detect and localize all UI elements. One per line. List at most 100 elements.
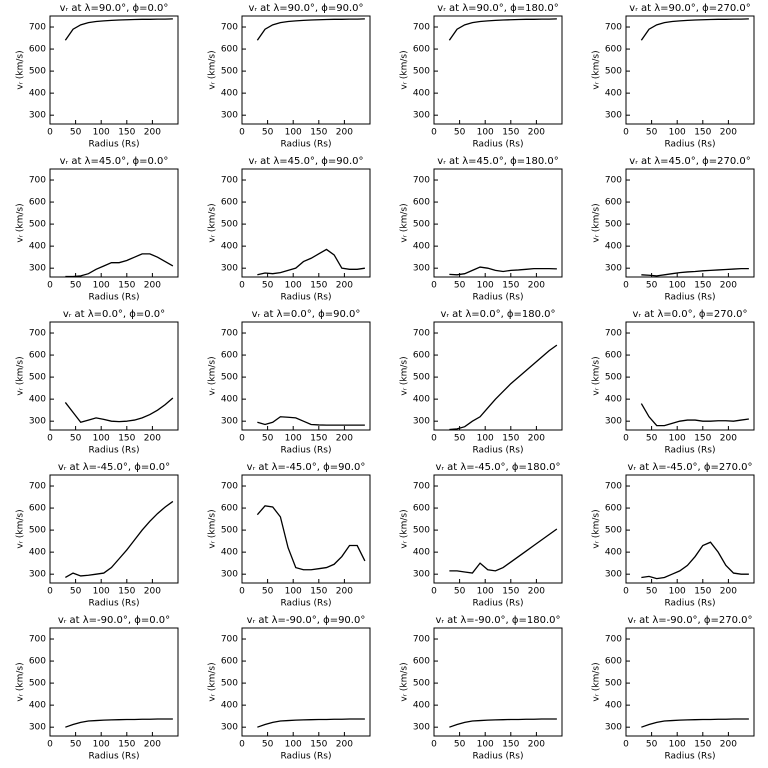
- x-tick-label: 150: [310, 281, 327, 291]
- y-tick-label: 400: [29, 548, 46, 558]
- y-axis-label: vᵣ (km/s): [16, 509, 26, 548]
- x-tick-label: 100: [285, 434, 302, 444]
- y-tick-label: 300: [221, 111, 238, 121]
- x-tick-label: 200: [144, 128, 161, 138]
- x-tick-label: 0: [623, 740, 629, 750]
- y-tick-label: 600: [29, 351, 46, 361]
- chart-title: vᵣ at λ=-45.0°, ϕ=0.0°: [58, 462, 170, 473]
- chart-title: vᵣ at λ=0.0°, ϕ=0.0°: [63, 309, 165, 320]
- y-tick-label: 700: [413, 635, 430, 645]
- x-tick-label: 150: [310, 740, 327, 750]
- y-tick-label: 300: [221, 570, 238, 580]
- x-tick-label: 200: [720, 740, 737, 750]
- x-tick-label: 150: [694, 587, 711, 597]
- x-tick-label: 100: [285, 587, 302, 597]
- chart-title: vᵣ at λ=0.0°, ϕ=180.0°: [440, 309, 555, 320]
- x-tick-label: 50: [646, 587, 658, 597]
- y-axis-label: vᵣ (km/s): [16, 356, 26, 395]
- x-tick-label: 50: [454, 587, 466, 597]
- y-tick-label: 600: [29, 45, 46, 55]
- x-tick-label: 50: [454, 281, 466, 291]
- y-tick-label: 500: [413, 220, 430, 230]
- x-tick-label: 0: [47, 128, 53, 138]
- x-tick-label: 200: [528, 128, 545, 138]
- data-line: [257, 416, 365, 426]
- x-tick-label: 100: [669, 740, 686, 750]
- plot-frame: [49, 15, 179, 125]
- y-tick-label: 500: [29, 679, 46, 689]
- x-tick-label: 200: [528, 740, 545, 750]
- x-tick-label: 50: [454, 740, 466, 750]
- y-tick-label: 500: [413, 67, 430, 77]
- x-tick-label: 200: [144, 587, 161, 597]
- y-tick-label: 500: [413, 526, 430, 536]
- y-tick-label: 600: [605, 351, 622, 361]
- y-tick-label: 500: [413, 373, 430, 383]
- y-tick-label: 500: [221, 67, 238, 77]
- y-tick-label: 400: [413, 701, 430, 711]
- x-tick-label: 50: [262, 281, 274, 291]
- y-axis-label: vᵣ (km/s): [592, 203, 602, 242]
- y-axis-label: vᵣ (km/s): [208, 662, 218, 701]
- data-line: [640, 403, 749, 427]
- x-tick-label: 0: [47, 434, 53, 444]
- x-tick-label: 100: [285, 281, 302, 291]
- x-tick-label: 0: [431, 434, 437, 444]
- y-tick-label: 500: [605, 220, 622, 230]
- plot-frame: [433, 474, 563, 584]
- x-tick-label: 100: [93, 281, 110, 291]
- x-tick-label: 150: [310, 434, 327, 444]
- y-tick-label: 500: [413, 679, 430, 689]
- chart-title: vᵣ at λ=-90.0°, ϕ=0.0°: [58, 615, 170, 626]
- y-tick-label: 400: [29, 242, 46, 252]
- x-axis-label: Radius (Rs): [472, 140, 523, 150]
- y-tick-label: 300: [413, 570, 430, 580]
- y-axis-label: vᵣ (km/s): [16, 50, 26, 89]
- plot-frame: [625, 15, 755, 125]
- data-line: [640, 18, 749, 41]
- y-tick-label: 400: [605, 701, 622, 711]
- chart-title: vᵣ at λ=-45.0°, ϕ=90.0°: [247, 462, 366, 473]
- chart-title: vᵣ at λ=-45.0°, ϕ=270.0°: [627, 462, 752, 473]
- y-tick-label: 500: [221, 220, 238, 230]
- data-line: [257, 248, 365, 276]
- y-tick-label: 600: [221, 657, 238, 667]
- y-tick-label: 600: [29, 657, 46, 667]
- y-tick-label: 600: [413, 351, 430, 361]
- data-line: [449, 528, 558, 574]
- y-tick-label: 300: [605, 723, 622, 733]
- y-tick-label: 700: [29, 176, 46, 186]
- data-line: [65, 500, 174, 579]
- x-axis-label: Radius (Rs): [664, 293, 715, 303]
- x-tick-label: 200: [528, 434, 545, 444]
- data-line: [65, 718, 173, 728]
- y-tick-label: 700: [413, 329, 430, 339]
- y-tick-label: 300: [413, 264, 430, 274]
- x-axis-label: Radius (Rs): [88, 446, 139, 456]
- chart-title: vᵣ at λ=90.0°, ϕ=90.0°: [248, 3, 363, 14]
- x-tick-label: 150: [502, 740, 519, 750]
- x-tick-label: 100: [477, 281, 494, 291]
- x-tick-label: 150: [502, 587, 519, 597]
- chart-title: vᵣ at λ=-90.0°, ϕ=180.0°: [435, 615, 560, 626]
- x-tick-label: 200: [336, 281, 353, 291]
- data-line: [449, 266, 557, 276]
- y-tick-label: 700: [221, 482, 238, 492]
- x-axis-label: Radius (Rs): [664, 752, 715, 762]
- x-axis-label: Radius (Rs): [280, 446, 331, 456]
- plot-frame: [625, 168, 755, 278]
- data-line: [64, 18, 173, 41]
- y-axis-label: vᵣ (km/s): [400, 662, 410, 701]
- y-axis-label: vᵣ (km/s): [208, 356, 218, 395]
- x-tick-label: 200: [336, 434, 353, 444]
- y-tick-label: 700: [221, 176, 238, 186]
- x-tick-label: 150: [502, 281, 519, 291]
- x-tick-label: 100: [477, 740, 494, 750]
- x-axis-label: Radius (Rs): [280, 752, 331, 762]
- x-tick-label: 0: [47, 281, 53, 291]
- y-tick-label: 400: [605, 89, 622, 99]
- plot-frame: [433, 15, 563, 125]
- data-line: [448, 18, 557, 41]
- x-tick-label: 100: [93, 740, 110, 750]
- y-axis-label: vᵣ (km/s): [592, 50, 602, 89]
